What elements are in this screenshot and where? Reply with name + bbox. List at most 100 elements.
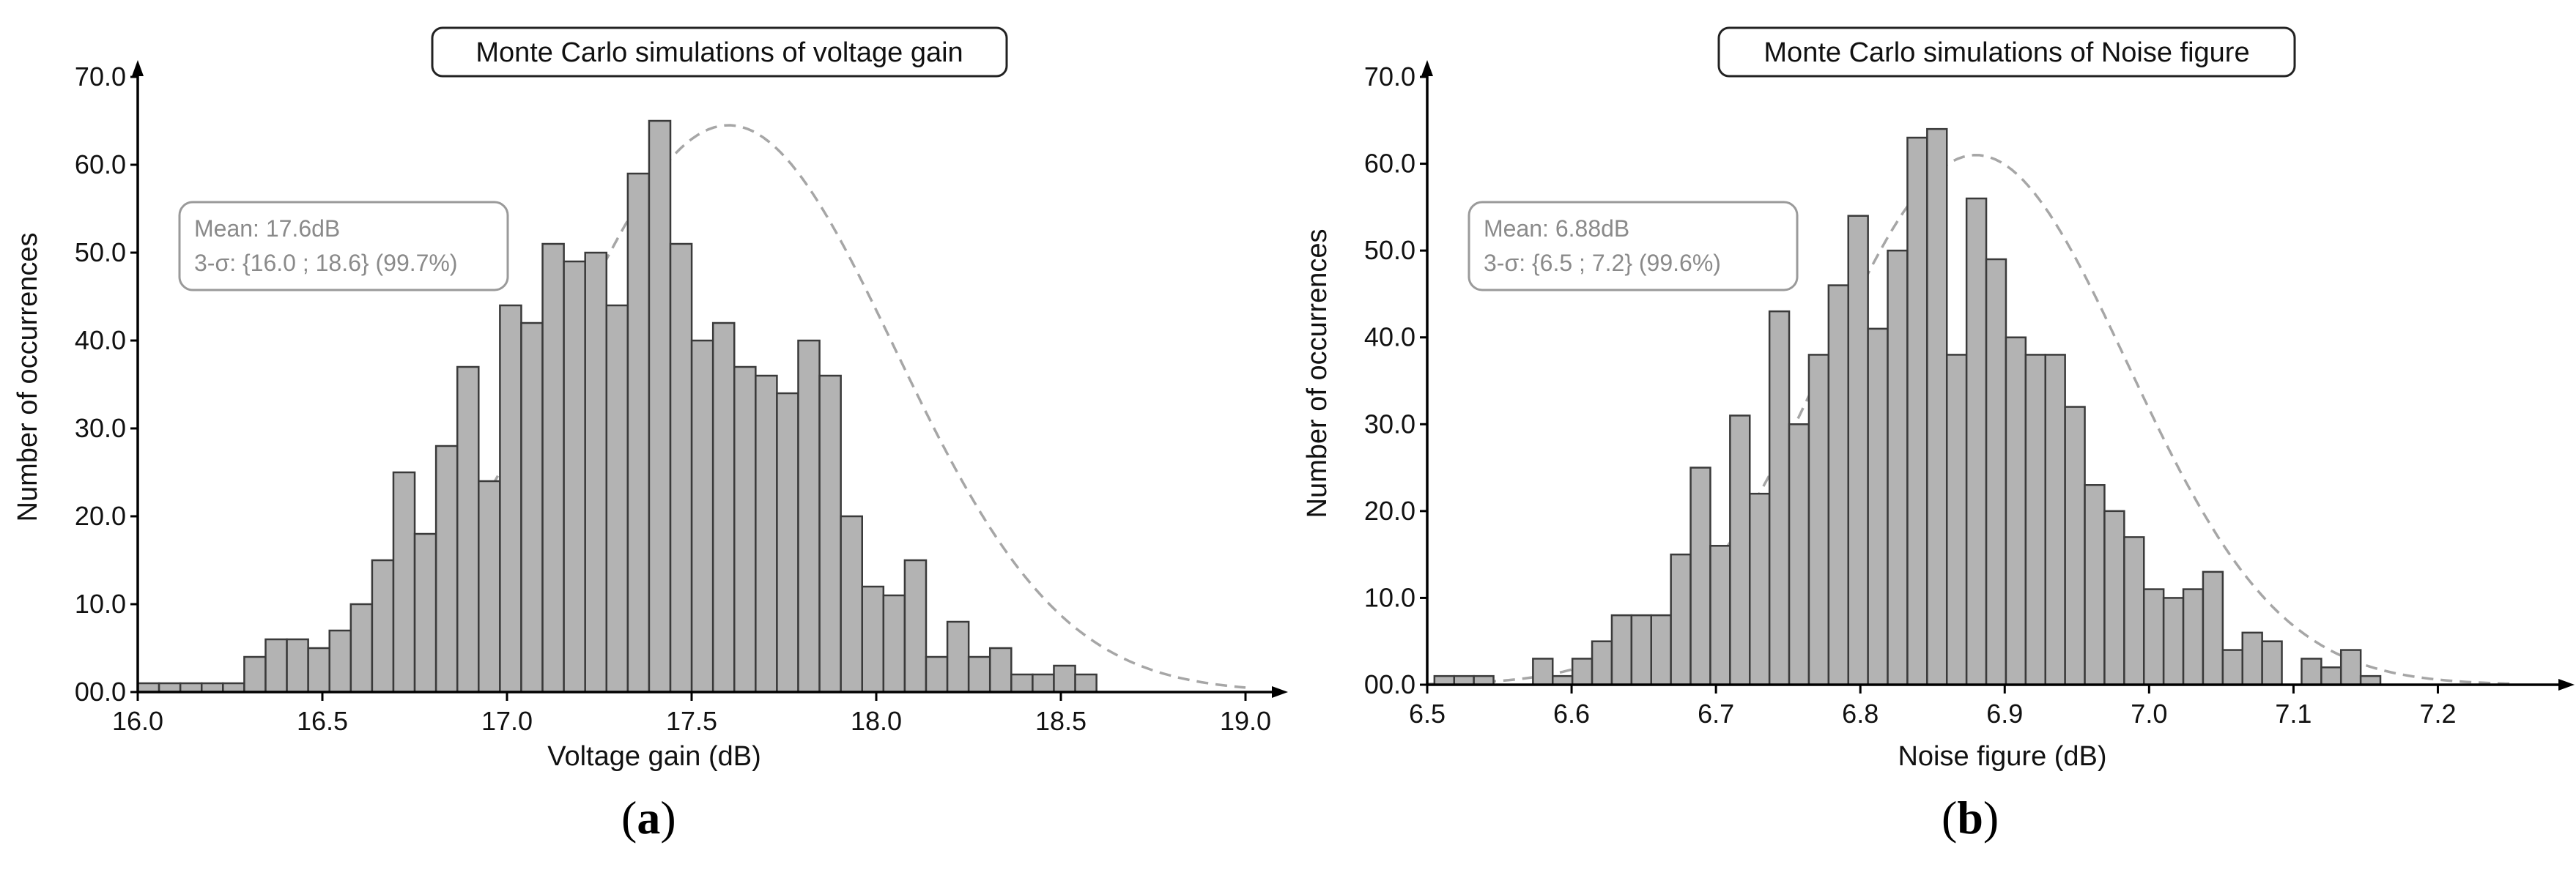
chart-b-bar — [1709, 545, 1731, 686]
chart-a-bar — [136, 682, 160, 694]
chart-b-bar — [2202, 570, 2224, 686]
chart-b-y-tick-label: 70.0 — [1364, 62, 1415, 92]
chart-b-bar — [2162, 597, 2185, 686]
chart-b-bar — [1906, 136, 1928, 686]
chart-b-bar — [1433, 674, 1456, 686]
chart-a-bar — [179, 682, 203, 694]
chart-a-bar — [413, 532, 437, 694]
chart-b-bar — [2339, 649, 2362, 686]
chart-a-y-label: Number of occurrences — [12, 233, 43, 522]
chart-a-y-tick-label: 50.0 — [75, 237, 126, 267]
chart-a-x-tick-label: 17.0 — [481, 706, 533, 736]
chart-a-bar — [605, 304, 629, 694]
chart-a-bar — [434, 445, 459, 694]
chart-a-bar — [669, 242, 693, 694]
chart-a-y-tick-label: 20.0 — [75, 501, 126, 531]
chart-a-bar — [988, 647, 1013, 694]
chart-a-y-axis-arrow — [132, 60, 144, 76]
chart-a: Monte Carlo simulations of voltage gain … — [12, 26, 1288, 772]
chart-a-y-tick-label: 40.0 — [75, 325, 126, 355]
chart-b-bar — [1689, 466, 1711, 686]
chart-b-mean-text: Mean: 6.88dB — [1484, 215, 1629, 242]
chart-a-x-label: Voltage gain (dB) — [547, 741, 761, 772]
chart-b-bar — [1630, 614, 1652, 686]
chart-a-bar — [349, 603, 374, 694]
chart-b-bar — [1788, 423, 1810, 686]
chart-b-bar — [1473, 674, 1495, 686]
chart-a-bar — [967, 655, 991, 694]
chart-a-bar — [158, 682, 182, 694]
chart-b-y-tick-label: 50.0 — [1364, 235, 1415, 265]
chart-b-x-ticks: 6.5 6.6 6.7 6.8 6.9 7.0 7.1 7.2 — [1409, 685, 2456, 729]
chart-a-bar — [222, 682, 245, 694]
chart-b-bar — [2241, 631, 2263, 686]
chart-b-axes — [1421, 60, 2575, 691]
chart-a-bar — [925, 655, 949, 694]
chart-a-bars — [136, 119, 1098, 694]
chart-b-x-tick-label: 6.7 — [1698, 699, 1734, 729]
chart-b-bar — [2182, 588, 2205, 686]
chart-b-x-tick-label: 7.2 — [2419, 699, 2456, 729]
chart-b-bar — [1926, 127, 1948, 686]
chart-b-y-tick-label: 20.0 — [1364, 496, 1415, 526]
chart-b-bar — [2044, 354, 2066, 686]
chart-a-mean-text: Mean: 17.6dB — [194, 215, 340, 242]
chart-a-x-axis-arrow — [1272, 686, 1288, 698]
chart-b-bar — [2084, 484, 2106, 686]
chart-b-bar — [1985, 258, 2007, 686]
chart-b-bar — [1768, 310, 1791, 686]
chart-a-bar — [711, 321, 736, 694]
caption-b-letter: b — [1957, 792, 1983, 844]
chart-b-x-tick-label: 7.0 — [2131, 699, 2167, 729]
chart-a-bar — [690, 339, 714, 694]
chart-b-x-axis-arrow — [2558, 679, 2575, 691]
chart-b-bar — [2005, 336, 2027, 686]
chart-b-x-tick-label: 7.1 — [2275, 699, 2312, 729]
chart-b-x-tick-label: 6.9 — [1986, 699, 2023, 729]
chart-b-bar — [1807, 354, 1830, 686]
chart-a-bar — [392, 471, 416, 694]
chart-b-bar — [1748, 492, 1771, 686]
chart-a-y-tick-label: 60.0 — [75, 149, 126, 179]
chart-b-bar — [1591, 640, 1613, 686]
caption-b: (b) — [1942, 792, 1999, 844]
chart-a-axes — [132, 60, 1288, 698]
chart-a-bar — [733, 365, 757, 694]
chart-b-bars — [1433, 127, 2382, 686]
chart-b-bar — [1867, 327, 1889, 686]
chart-b-x-tick-label: 6.5 — [1409, 699, 1446, 729]
chart-b-y-label: Number of occurrences — [1302, 229, 1333, 518]
chart-b-bar — [2064, 406, 2086, 686]
caption-a-letter: a — [637, 792, 661, 844]
chart-a-bar — [371, 559, 395, 694]
chart-a-bar — [797, 339, 821, 694]
chart-b-bar — [2123, 536, 2145, 686]
chart-a-bar — [1074, 673, 1098, 694]
chart-a-bar — [520, 321, 544, 694]
chart-a-stats: Mean: 17.6dB 3-σ: {16.0 ; 18.6} (99.7%) — [178, 201, 509, 291]
chart-a-x-tick-label: 16.0 — [112, 706, 163, 736]
chart-a-bar — [776, 392, 799, 694]
chart-b-x-label: Noise figure (dB) — [1898, 741, 2106, 772]
chart-a-y-tick-label: 30.0 — [75, 413, 126, 443]
chart-a-bar — [648, 119, 672, 694]
chart-a-x-tick-label: 18.5 — [1035, 706, 1087, 736]
chart-b-bar — [2142, 588, 2165, 686]
chart-a-bar — [755, 374, 778, 694]
chart-a-bar — [541, 242, 565, 694]
chart-a-bar — [840, 515, 863, 694]
chart-a-bar — [626, 172, 651, 694]
chart-a-y-ticks: 00.0 10.0 20.0 30.0 40.0 50.0 60.0 70.0 — [75, 62, 138, 707]
chart-b-bar — [1532, 658, 1554, 686]
chart-a-bar — [1010, 673, 1034, 694]
chart-b-y-tick-label: 30.0 — [1364, 409, 1415, 439]
chart-a-title-box — [431, 26, 1008, 78]
chart-a-bar — [584, 251, 608, 694]
chart-a-bar — [818, 374, 842, 694]
chart-b-x-tick-label: 6.8 — [1842, 699, 1879, 729]
chart-a-y-tick-label: 00.0 — [75, 677, 126, 707]
chart-a-bar — [307, 647, 330, 694]
chart-a-normal-fit-line — [137, 124, 1246, 693]
chart-b-bar — [2320, 666, 2342, 686]
chart-a-bar — [946, 620, 970, 694]
